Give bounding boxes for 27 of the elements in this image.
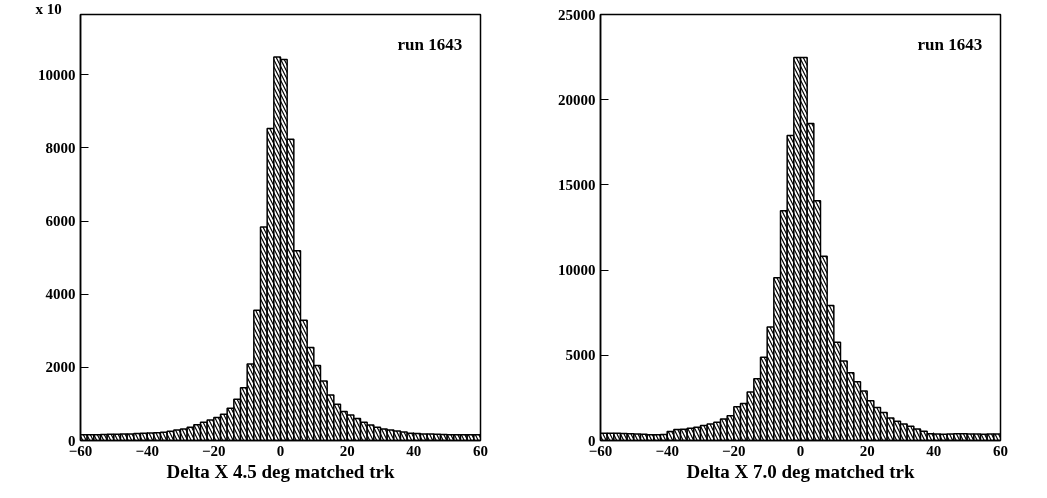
y-tick-label: 10000 [38,66,76,83]
x-tick-label: 60 [473,442,488,459]
x-axis-title: Delta X 4.5 deg matched trk [166,460,395,482]
y-tick-label: 5000 [565,347,596,364]
x-tick-label: −40 [655,442,679,459]
y-tick-label: 10000 [558,262,596,279]
y-tick-label: 2000 [45,359,76,376]
y-tick-label: 6000 [45,213,76,230]
annotation: run 1643 [917,34,983,54]
y-tick-label: 15000 [558,176,596,193]
x-tick-label: 0 [796,442,805,459]
y-tick-label: 4000 [45,286,76,303]
x-tick-label: −20 [202,442,226,459]
x-tick-label: 0 [276,442,285,459]
y-tick-label: 20000 [558,91,596,108]
x-axis-title: Delta X 7.0 deg matched trk [686,460,915,482]
x-tick-label: 40 [926,442,942,459]
x-tick-label: 20 [339,442,355,459]
x-tick-label: −20 [722,442,746,459]
x-tick-label: −40 [135,442,159,459]
x-tick-label: 20 [859,442,875,459]
text: x 10 [35,0,62,17]
x-tick-label: 40 [406,442,422,459]
y-tick-label: 25000 [558,6,596,23]
y-tick-label: 8000 [45,139,76,156]
x-tick-label: 60 [993,442,1008,459]
annotation: run 1643 [397,34,463,54]
